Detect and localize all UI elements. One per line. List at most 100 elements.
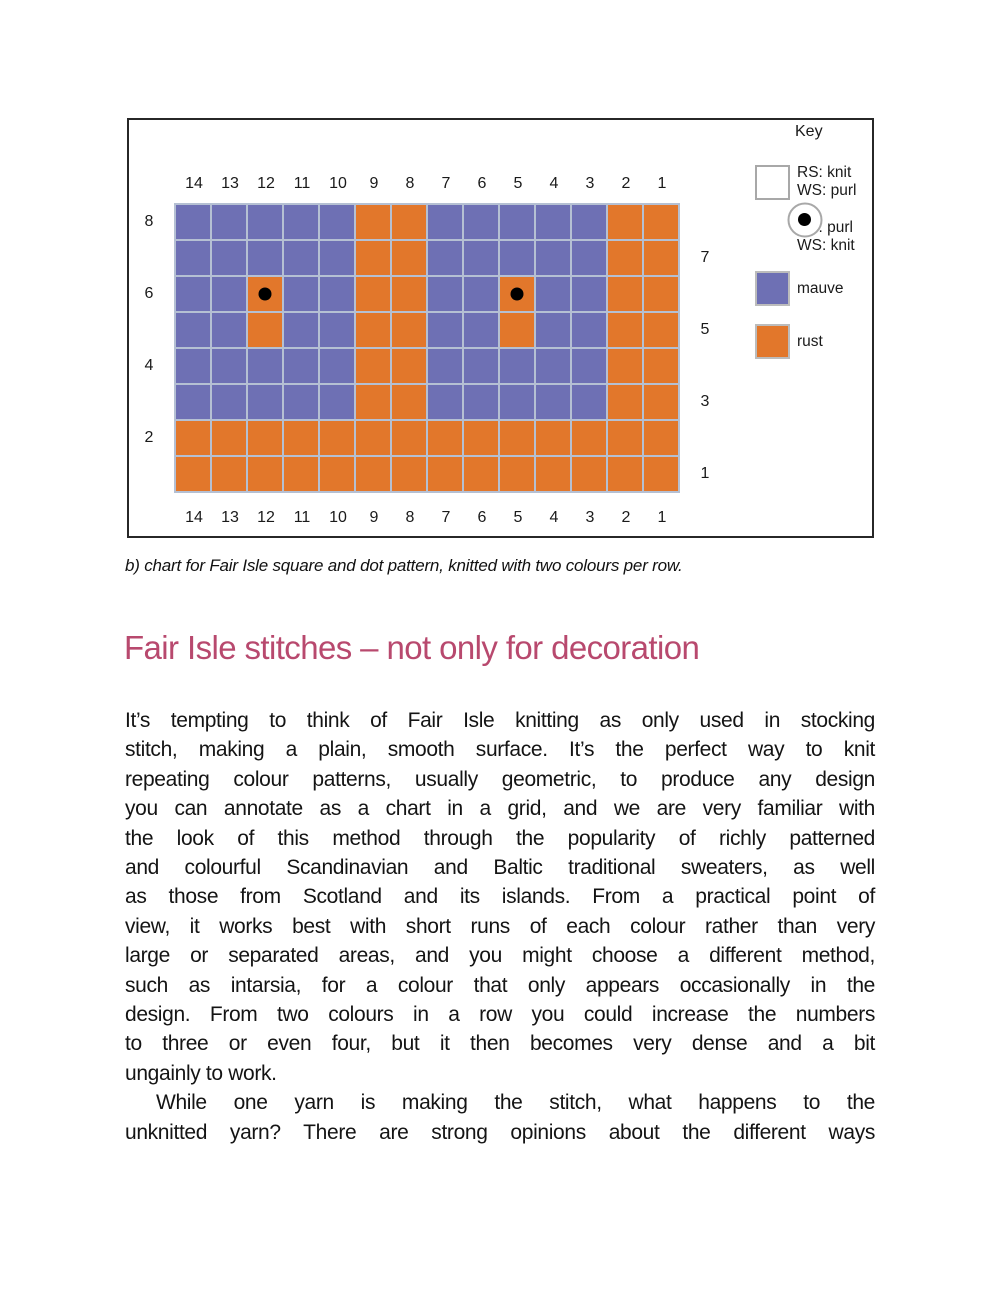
chart-cell-row1-st2 [608, 457, 642, 491]
chart-cell-row8-st2 [608, 205, 642, 239]
chart-cell-row7-st9 [356, 241, 390, 275]
chart-cell-row5-st7 [428, 313, 462, 347]
chart-cell-row4-st8 [392, 349, 426, 383]
chart-cell-row2-st14 [176, 421, 210, 455]
key-label-line: WS: purl [797, 182, 857, 199]
chart-cell-row5-st6 [464, 313, 498, 347]
column-label: 3 [585, 175, 595, 192]
chart-cell-row7-st3 [572, 241, 606, 275]
row-label-right: 3 [700, 393, 710, 410]
chart-cell-row4-st11 [284, 349, 318, 383]
column-label: 2 [621, 509, 631, 526]
column-label: 14 [185, 175, 203, 192]
chart-cell-row5-st5 [500, 313, 534, 347]
chart-cell-row6-st8 [392, 277, 426, 311]
chart-cell-row8-st6 [464, 205, 498, 239]
column-label: 1 [657, 175, 667, 192]
column-label: 14 [185, 509, 203, 526]
text-line: such as intarsia, for a colour that only… [125, 973, 875, 997]
chart-cell-row7-st13 [212, 241, 246, 275]
chart-cell-row8-st4 [536, 205, 570, 239]
chart-cell-row3-st13 [212, 385, 246, 419]
text-line: It’s tempting to think of Fair Isle knit… [125, 709, 875, 732]
key-item-blank: RS: knit WS: purl [755, 164, 856, 200]
paragraph: While one yarn is making the stitch, wha… [125, 1088, 875, 1147]
chart-cell-row4-st6 [464, 349, 498, 383]
chart-cell-row8-st13 [212, 205, 246, 239]
column-label: 11 [293, 509, 311, 526]
column-label: 13 [221, 509, 239, 526]
chart-cell-row6-st3 [572, 277, 606, 311]
chart-cell-row4-st2 [608, 349, 642, 383]
key-label-line: RS: knit [797, 164, 852, 181]
chart-cell-row6-st11 [284, 277, 318, 311]
chart-cell-row1-st8 [392, 457, 426, 491]
chart-cell-row7-st5 [500, 241, 534, 275]
paragraph: It’s tempting to think of Fair Isle knit… [125, 706, 875, 1088]
chart-cell-row7-st1 [644, 241, 678, 275]
chart-cell-row4-st3 [572, 349, 606, 383]
chart-cell-row6-st5 [500, 277, 534, 311]
key-title: Key [795, 123, 823, 140]
chart-cell-row6-st9 [356, 277, 390, 311]
chart-cell-row6-st6 [464, 277, 498, 311]
text-line: large or separated areas, and you might … [125, 944, 875, 968]
knitting-chart-figure: Key RS: knit WS: purl RS: purl WS: knit mauv… [127, 118, 874, 538]
text-line: ungainly to work. [125, 1061, 277, 1085]
column-label: 6 [477, 509, 487, 526]
knitting-chart-grid [174, 203, 680, 493]
purl-dot-icon [258, 287, 272, 301]
chart-cell-row5-st11 [284, 313, 318, 347]
chart-cell-row5-st12 [248, 313, 282, 347]
chart-cell-row1-st11 [284, 457, 318, 491]
chart-cell-row6-st10 [320, 277, 354, 311]
chart-cell-row3-st1 [644, 385, 678, 419]
chart-cell-row8-st8 [392, 205, 426, 239]
key-swatch-rust-icon [755, 324, 790, 359]
chart-cell-row5-st14 [176, 313, 210, 347]
text-line: repeating colour patterns, usually geome… [125, 767, 875, 791]
chart-cell-row1-st5 [500, 457, 534, 491]
chart-cell-row8-st9 [356, 205, 390, 239]
column-label: 8 [405, 509, 415, 526]
key-item-dot: RS: purl WS: knit [755, 202, 855, 255]
chart-cell-row2-st8 [392, 421, 426, 455]
chart-cell-row7-st12 [248, 241, 282, 275]
chart-cell-row2-st9 [356, 421, 390, 455]
row-label-left: 8 [144, 213, 154, 230]
column-label: 9 [369, 509, 379, 526]
chart-cell-row3-st4 [536, 385, 570, 419]
text-line: view, it works best with short runs of e… [125, 914, 875, 938]
key-label-line: rust [797, 332, 823, 350]
column-label: 10 [329, 175, 347, 192]
section-heading: Fair Isle stitches – not only for decora… [124, 629, 700, 666]
chart-cell-row8-st12 [248, 205, 282, 239]
chart-cell-row7-st14 [176, 241, 210, 275]
key-label-line: mauve [797, 279, 844, 297]
chart-cell-row3-st6 [464, 385, 498, 419]
chart-cell-row1-st13 [212, 457, 246, 491]
chart-cell-row1-st14 [176, 457, 210, 491]
chart-cell-row8-st14 [176, 205, 210, 239]
chart-cell-row6-st14 [176, 277, 210, 311]
chart-cell-row2-st10 [320, 421, 354, 455]
chart-cell-row3-st8 [392, 385, 426, 419]
key-swatch-blank-icon [755, 164, 790, 200]
chart-cell-row5-st3 [572, 313, 606, 347]
text-line: you can annotate as a chart in a grid, a… [125, 797, 875, 821]
chart-cell-row3-st12 [248, 385, 282, 419]
chart-cell-row3-st14 [176, 385, 210, 419]
text-line: stitch, making a plain, smooth surface. … [125, 738, 875, 762]
chart-cell-row3-st5 [500, 385, 534, 419]
chart-cell-row6-st12 [248, 277, 282, 311]
key-item-rust: rust [755, 324, 823, 359]
chart-cell-row5-st2 [608, 313, 642, 347]
chart-cell-row5-st10 [320, 313, 354, 347]
key-swatch-mauve-icon [755, 271, 790, 306]
chart-cell-row6-st1 [644, 277, 678, 311]
figure-caption: b) chart for Fair Isle square and dot pa… [125, 556, 683, 575]
column-label: 11 [293, 175, 311, 192]
chart-cell-row2-st3 [572, 421, 606, 455]
text-line: While one yarn is making the stitch, wha… [156, 1091, 875, 1115]
